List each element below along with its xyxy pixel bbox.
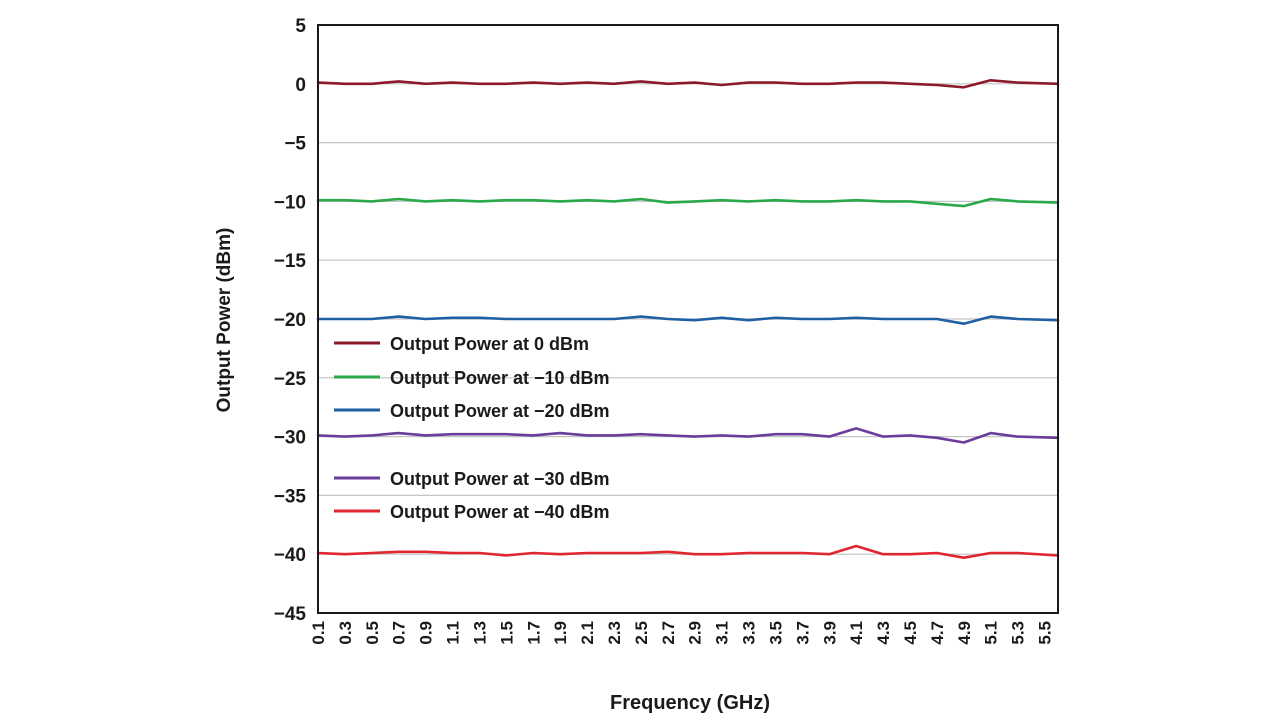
x-tick-label: 5.1: [982, 621, 1001, 645]
plot-frame: [317, 24, 1059, 614]
x-tick-label: 4.5: [901, 621, 920, 645]
series-line-3: [316, 427, 1060, 444]
y-tick-label: −10: [274, 192, 306, 213]
legend-label: Output Power at −40 dBm: [390, 502, 610, 522]
y-tick-labels: 5 0 −5 −10 −15 −20 −25 −30 −35 −40 −45: [274, 16, 307, 625]
x-tick-label: 0.5: [363, 621, 382, 645]
x-tick-label: 3.5: [766, 621, 785, 645]
x-tick-label: 1.1: [444, 621, 463, 645]
legend-label: Output Power at −30 dBm: [390, 469, 610, 489]
y-tick-label: 0: [295, 75, 306, 96]
y-tick-label: −15: [274, 251, 307, 272]
x-tick-label: 3.1: [713, 621, 732, 645]
x-tick-label: 0.7: [390, 621, 409, 645]
x-tick-label: 5.3: [1009, 621, 1028, 645]
legend-label: Output Power at −10 dBm: [390, 368, 610, 388]
x-tick-label: 0.3: [336, 621, 355, 645]
y-tick-label: −30: [274, 428, 306, 449]
x-tick-label: 4.1: [847, 621, 866, 645]
y-tick-label: −20: [274, 310, 306, 331]
series-line-0: [316, 79, 1060, 89]
x-tick-label: 4.9: [955, 621, 974, 645]
x-tick-label: 2.5: [632, 621, 651, 645]
y-tick-label: −45: [274, 604, 307, 625]
series-line-1: [316, 197, 1060, 208]
x-tick-label: 5.5: [1036, 621, 1055, 645]
x-tick-label: 2.1: [578, 621, 597, 645]
y-tick-label: −25: [274, 369, 307, 390]
x-tick-label: 3.3: [740, 621, 759, 645]
x-tick-label: 1.3: [470, 621, 489, 645]
x-tick-label: 4.3: [874, 621, 893, 645]
x-tick-label: 1.9: [551, 621, 570, 645]
y-axis-label: Output Power (dBm): [214, 228, 235, 413]
x-tick-labels: 0.1 0.3 0.5 0.7 0.9 1.1 1.3 1.5 1.7 1.9 2.1 2.3 2.5 2…: [309, 621, 1055, 645]
x-tick-label: 2.3: [605, 621, 624, 645]
series-line-4: [316, 544, 1060, 560]
x-tick-label: 0.1: [309, 621, 328, 645]
x-tick-label: 3.7: [793, 621, 812, 645]
x-axis-label: Frequency (GHz): [610, 692, 770, 714]
legend: Output Power at 0 dBm Output Power at −10…: [334, 334, 610, 522]
series-line-2: [316, 315, 1060, 326]
x-tick-label: 1.5: [497, 621, 516, 645]
x-tick-label: 2.7: [659, 621, 678, 645]
x-tick-label: 0.9: [417, 621, 436, 645]
y-tick-label: −5: [284, 134, 306, 155]
series-layer: [316, 79, 1060, 560]
y-tick-label: −40: [274, 545, 306, 566]
y-tick-label: −35: [274, 486, 307, 507]
x-tick-label: 2.9: [686, 621, 705, 645]
x-tick-label: 1.7: [524, 621, 543, 645]
x-tick-label: 3.9: [820, 621, 839, 645]
legend-label: Output Power at 0 dBm: [390, 334, 589, 354]
y-tick-label: 5: [295, 16, 306, 37]
legend-label: Output Power at −20 dBm: [390, 401, 610, 421]
x-tick-label: 4.7: [928, 621, 947, 645]
